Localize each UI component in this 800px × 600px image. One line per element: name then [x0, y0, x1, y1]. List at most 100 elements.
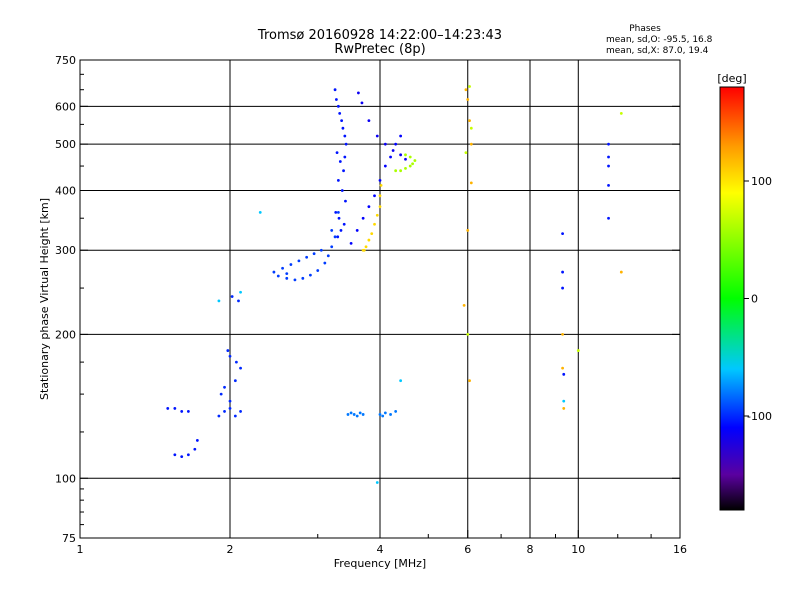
point-s4-0 [394, 169, 398, 173]
point-s8-5 [361, 413, 365, 416]
data-points [166, 85, 623, 484]
point-s11-3 [466, 332, 470, 336]
point-s4-7 [404, 153, 407, 157]
point-s11-0 [468, 85, 471, 88]
y-axis-label: Stationary phase Virtual Height [km] [38, 198, 51, 400]
point-s1-14 [312, 252, 316, 256]
point-s1-6 [323, 261, 327, 265]
point-s10-0 [464, 88, 468, 92]
point-s0-19 [343, 155, 347, 159]
point-s10-8 [561, 332, 564, 336]
point-s10-1 [466, 98, 470, 101]
point-s6-10 [219, 392, 223, 396]
point-s1-11 [289, 263, 293, 266]
point-s5-1 [360, 101, 364, 105]
point-s8-0 [346, 413, 350, 416]
point-s12-1 [239, 290, 242, 294]
point-s6-5 [228, 399, 232, 403]
point-s7-6 [173, 407, 177, 410]
point-s2-3 [367, 205, 371, 209]
point-s8-4 [358, 411, 362, 415]
phase-stats-heading: Phases [629, 24, 661, 34]
point-s0-12 [340, 189, 344, 192]
point-s1-12 [297, 259, 301, 263]
point-s8-2 [352, 413, 356, 416]
point-s6-9 [228, 354, 232, 358]
point-s8-3 [355, 414, 359, 418]
point-s10-10 [562, 407, 566, 410]
point-s0-17 [339, 229, 343, 232]
point-s5-5 [391, 149, 395, 152]
point-s0-2 [336, 104, 340, 108]
point-s6-1 [223, 410, 226, 413]
point-s5-6 [399, 153, 403, 157]
point-s7-4 [195, 439, 199, 442]
point-s9-1 [561, 270, 564, 274]
point-s10-5 [466, 229, 470, 232]
point-s0-0 [333, 88, 337, 92]
phase-stats-x: mean, sd,X: 87.0, 19.4 [606, 46, 709, 56]
point-s9-4 [607, 142, 610, 146]
x-tick-label-6: 16 [673, 543, 687, 556]
point-s4-4 [411, 162, 414, 166]
point-s1-16 [330, 229, 334, 232]
point-s5-0 [356, 91, 360, 95]
point-s1-4 [309, 273, 312, 277]
point-s1-18 [272, 270, 276, 274]
x-tick-label-5: 10 [571, 543, 585, 556]
point-s11-5 [576, 349, 580, 352]
point-s0-8 [335, 151, 339, 155]
point-s2-8 [394, 142, 398, 146]
point-s7-1 [180, 455, 184, 459]
y-tick-label-1: 100 [55, 472, 76, 485]
point-s6-2 [228, 407, 232, 410]
x-tick-label-0: 1 [77, 543, 84, 556]
point-s7-8 [186, 410, 190, 413]
point-s1-9 [333, 235, 337, 239]
colorbar-tick-label-1: 0 [751, 293, 758, 306]
point-s12-0 [217, 299, 221, 303]
point-s6-12 [237, 299, 240, 303]
point-s2-2 [361, 216, 365, 220]
point-s5-7 [404, 157, 407, 161]
point-s6-14 [234, 360, 238, 364]
point-s3-3 [370, 232, 374, 235]
point-s10-6 [462, 303, 466, 307]
colorbar-ticks: 100 0 -100 [744, 175, 772, 423]
point-s2-0 [349, 242, 353, 245]
point-s3-5 [375, 213, 379, 217]
point-s3-1 [364, 245, 368, 249]
point-s1-1 [285, 276, 289, 280]
y-tick-label-2: 200 [55, 328, 76, 341]
axis-ticks: 1 2 4 6 8 10 16 75 100 200 300 400 500 600 750 [55, 54, 687, 556]
point-s2-6 [383, 164, 387, 168]
point-s0-6 [343, 134, 347, 138]
point-s6-13 [226, 349, 230, 352]
point-s10-3 [469, 142, 473, 146]
point-s9-0 [561, 286, 564, 290]
y-tick-label-0: 75 [62, 532, 76, 545]
point-s0-13 [344, 199, 347, 203]
y-tick-label-3: 300 [55, 244, 76, 257]
colorbar-tick-label-2: -100 [747, 410, 772, 423]
point-s8-8 [383, 411, 387, 415]
point-s4-6 [408, 155, 412, 159]
x-tick-label-2: 4 [377, 543, 384, 556]
point-s1-2 [293, 278, 297, 282]
point-s1-15 [319, 248, 323, 252]
point-s9-8 [607, 216, 610, 220]
point-s0-5 [341, 126, 345, 130]
x-tick-label-4: 8 [527, 543, 534, 556]
chart-title: Tromsø 20160928 14:22:00–14:23:43 [257, 28, 502, 43]
point-s3-6 [378, 205, 382, 209]
point-s0-11 [336, 178, 340, 182]
point-s6-6 [223, 385, 226, 389]
x-tick-label-1: 2 [227, 543, 234, 556]
point-s4-1 [399, 169, 403, 173]
point-s1-19 [285, 272, 289, 276]
point-s6-3 [233, 414, 237, 418]
point-s9-2 [561, 232, 564, 235]
grid [80, 60, 680, 538]
point-s3-2 [367, 238, 371, 242]
point-s3-4 [373, 222, 376, 226]
